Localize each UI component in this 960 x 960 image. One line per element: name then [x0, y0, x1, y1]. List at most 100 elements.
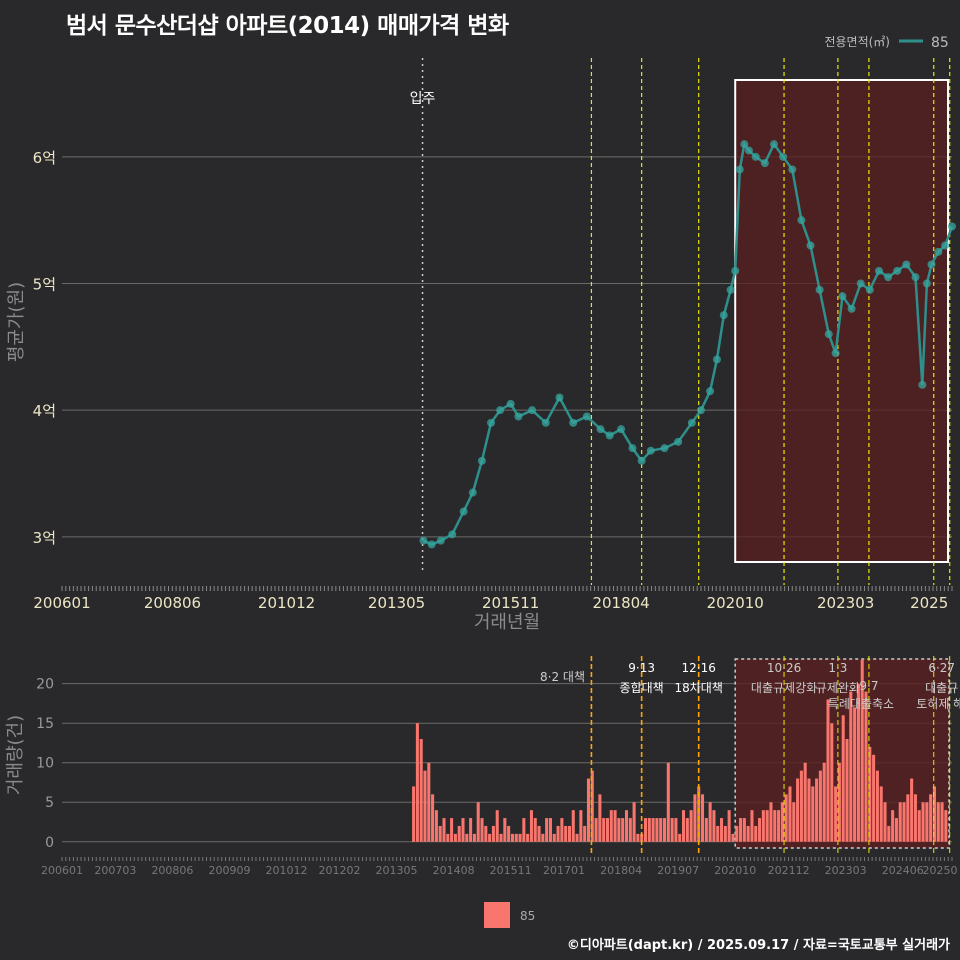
volume-bar: [792, 802, 796, 842]
chart-title: 범서 문수산더샵 아파트(2014) 매매가격 변화: [66, 13, 509, 39]
volume-bar: [552, 833, 556, 842]
volume-bar: [940, 802, 944, 842]
volume-xtick-label: 202112: [768, 864, 810, 877]
price-point: [865, 285, 874, 294]
volume-bar: [624, 810, 629, 842]
volume-bar: [875, 770, 879, 842]
volume-bar: [834, 786, 838, 842]
volume-bar: [689, 810, 693, 842]
volume-bar: [514, 833, 518, 842]
volume-bar: [427, 762, 431, 842]
volume-bar: [678, 833, 682, 842]
volume-bar: [731, 833, 735, 842]
price-point: [646, 446, 655, 455]
policy-name-label: 규제완화: [816, 681, 860, 695]
legend-title: 전용면적(㎡): [824, 35, 890, 49]
volume-bar: [431, 794, 435, 842]
price-point: [760, 159, 769, 168]
volume-bar: [472, 833, 476, 842]
price-point: [922, 279, 931, 288]
volume-bar: [784, 794, 788, 842]
price-point: [874, 266, 883, 275]
volume-bar: [761, 810, 765, 842]
price-point: [582, 412, 591, 421]
volume-xtick-label: 201701: [543, 864, 585, 877]
price-point: [934, 247, 943, 256]
price-point: [496, 406, 505, 415]
price-point: [528, 406, 537, 415]
volume-bar: [662, 818, 667, 842]
price-point: [797, 216, 806, 225]
volume-bar: [818, 770, 822, 842]
policy-name-label: 18차대책: [674, 680, 722, 695]
volume-xtick-label: 202406: [882, 864, 924, 877]
volume-bar: [518, 833, 522, 842]
volume-ytick-label: 5: [45, 795, 54, 811]
price-point: [477, 456, 486, 465]
volume-bar: [590, 770, 594, 842]
volume-bar: [777, 810, 781, 842]
volume-xtick-label: 200806: [151, 864, 193, 877]
volume-bar: [651, 818, 655, 842]
volume-bar: [803, 762, 807, 842]
price-point: [744, 146, 753, 155]
volume-bar: [598, 794, 602, 842]
price-point: [427, 540, 436, 549]
volume-bar: [830, 723, 834, 842]
price-xtick-label: 201012: [258, 594, 315, 612]
price-point: [696, 406, 705, 415]
move-in-label: 입주: [410, 91, 436, 107]
volume-xtick-label: 201804: [600, 864, 642, 877]
volume-bar: [906, 794, 910, 842]
volume-bar: [560, 818, 564, 842]
volume-bar: [936, 802, 940, 842]
price-point: [927, 260, 936, 269]
volume-bar: [780, 802, 784, 842]
price-point: [617, 425, 626, 434]
volume-bar: [434, 810, 438, 842]
volume-bar: [522, 818, 526, 842]
volume-bar: [537, 825, 541, 842]
volume-bar: [723, 825, 727, 842]
volume-chart: 0 5 10 15 20 8·2 대책 9·13 종합대책 12·16 18차대책 10·26 대출규…: [5, 656, 960, 877]
volume-bar: [735, 825, 739, 842]
volume-bar: [815, 778, 819, 842]
volume-bar: [412, 786, 416, 842]
price-point: [719, 311, 728, 320]
price-point: [847, 304, 856, 313]
volume-bar: [533, 818, 537, 842]
volume-bar: [712, 810, 716, 842]
price-point: [419, 536, 428, 545]
volume-bar: [917, 810, 921, 842]
price-xtick-label: 201804: [592, 594, 649, 612]
volume-bar: [655, 818, 659, 842]
highlight-box: [734, 79, 950, 563]
credit-text: ©디아파트(dapt.kr) / 2025.09.17 / 자료=국토교통부 실…: [566, 938, 950, 953]
volume-xtick-label: 201408: [433, 864, 475, 877]
volume-bar: [925, 802, 929, 842]
volume-bar: [640, 833, 644, 842]
price-ylabel: 평균가(원): [6, 282, 27, 362]
price-ytick-label: 5억: [33, 275, 56, 293]
volume-bar: [910, 778, 914, 842]
volume-bar: [488, 833, 492, 842]
volume-bar: [887, 825, 891, 842]
price-point: [815, 285, 824, 294]
price-point: [514, 412, 523, 421]
volume-ytick-label: 20: [36, 677, 54, 693]
volume-bar: [932, 786, 936, 842]
volume-bar: [841, 715, 845, 842]
volume-bar: [575, 833, 579, 842]
price-point: [596, 425, 605, 434]
price-point: [628, 444, 637, 453]
price-point: [779, 152, 788, 161]
volume-bar: [685, 818, 689, 842]
volume-bar: [822, 762, 826, 842]
volume-bar: [750, 810, 754, 842]
volume-bar: [605, 818, 610, 842]
volume-bar: [510, 833, 514, 842]
legend-top: 전용면적(㎡) 85: [824, 35, 948, 51]
volume-bar: [476, 802, 480, 842]
price-point: [941, 241, 950, 250]
price-point: [436, 536, 445, 545]
